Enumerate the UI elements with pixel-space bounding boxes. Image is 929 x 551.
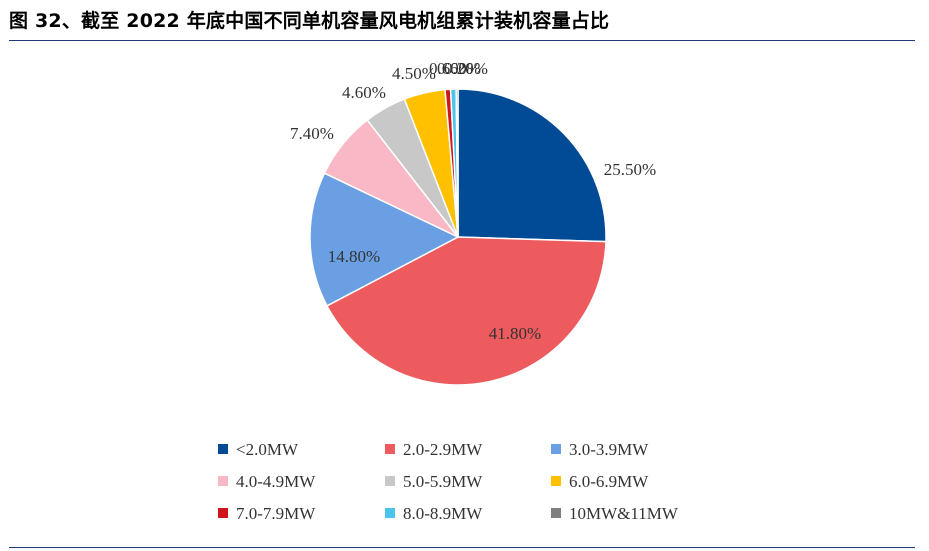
legend-swatch xyxy=(218,508,228,518)
figure-title: 图 32、截至 2022 年底中国不同单机容量风电机组累计装机容量占比 xyxy=(9,10,610,32)
legend-swatch xyxy=(385,444,395,454)
legend-swatch xyxy=(385,508,395,518)
legend-label: 10MW&11MW xyxy=(569,504,679,523)
slice-data-label: 41.80% xyxy=(489,324,541,343)
pie-slice xyxy=(309,172,460,307)
legend-label: 8.0-8.9MW xyxy=(403,504,483,523)
slice-data-label: 4.60% xyxy=(342,83,386,102)
legend-label: 5.0-5.9MW xyxy=(403,472,483,491)
legend-label: 6.0-6.9MW xyxy=(569,472,649,491)
pie-slice xyxy=(455,88,459,238)
legend-label: <2.0MW xyxy=(236,440,299,459)
legend-label: 2.0-2.9MW xyxy=(403,440,483,459)
pie-slices xyxy=(309,88,607,386)
slice-data-label: 0.20% xyxy=(444,59,488,78)
pie-slice xyxy=(457,88,607,243)
legend-swatch xyxy=(551,444,561,454)
legend-swatch xyxy=(551,476,561,486)
title-rule xyxy=(9,40,915,41)
legend-label: 7.0-7.9MW xyxy=(236,504,316,523)
legend-swatch xyxy=(551,508,561,518)
legend-label: 3.0-3.9MW xyxy=(569,440,649,459)
slice-data-label: 0.60% xyxy=(437,59,481,78)
legend: <2.0MW 2.0-2.9MW 3.0-3.9MW 4.0-4.9MW 5.0-5.9… xyxy=(218,440,679,523)
pie-labels: 25.50% 41.80% 14.80% 7.40% 4.60% 4.50%0.60%0.… xyxy=(290,59,656,343)
slice-data-label: 4.50% xyxy=(392,64,436,83)
slice-data-label: 0.60% xyxy=(429,59,473,78)
slice-data-label: 25.50% xyxy=(604,160,656,179)
legend-swatch xyxy=(218,476,228,486)
slice-data-label: 7.40% xyxy=(290,124,334,143)
legend-swatch xyxy=(385,476,395,486)
pie-slice xyxy=(325,236,607,386)
bottom-rule xyxy=(9,547,915,548)
legend-label: 4.0-4.9MW xyxy=(236,472,316,491)
slice-data-label: 14.80% xyxy=(328,247,380,266)
legend-swatch xyxy=(218,444,228,454)
